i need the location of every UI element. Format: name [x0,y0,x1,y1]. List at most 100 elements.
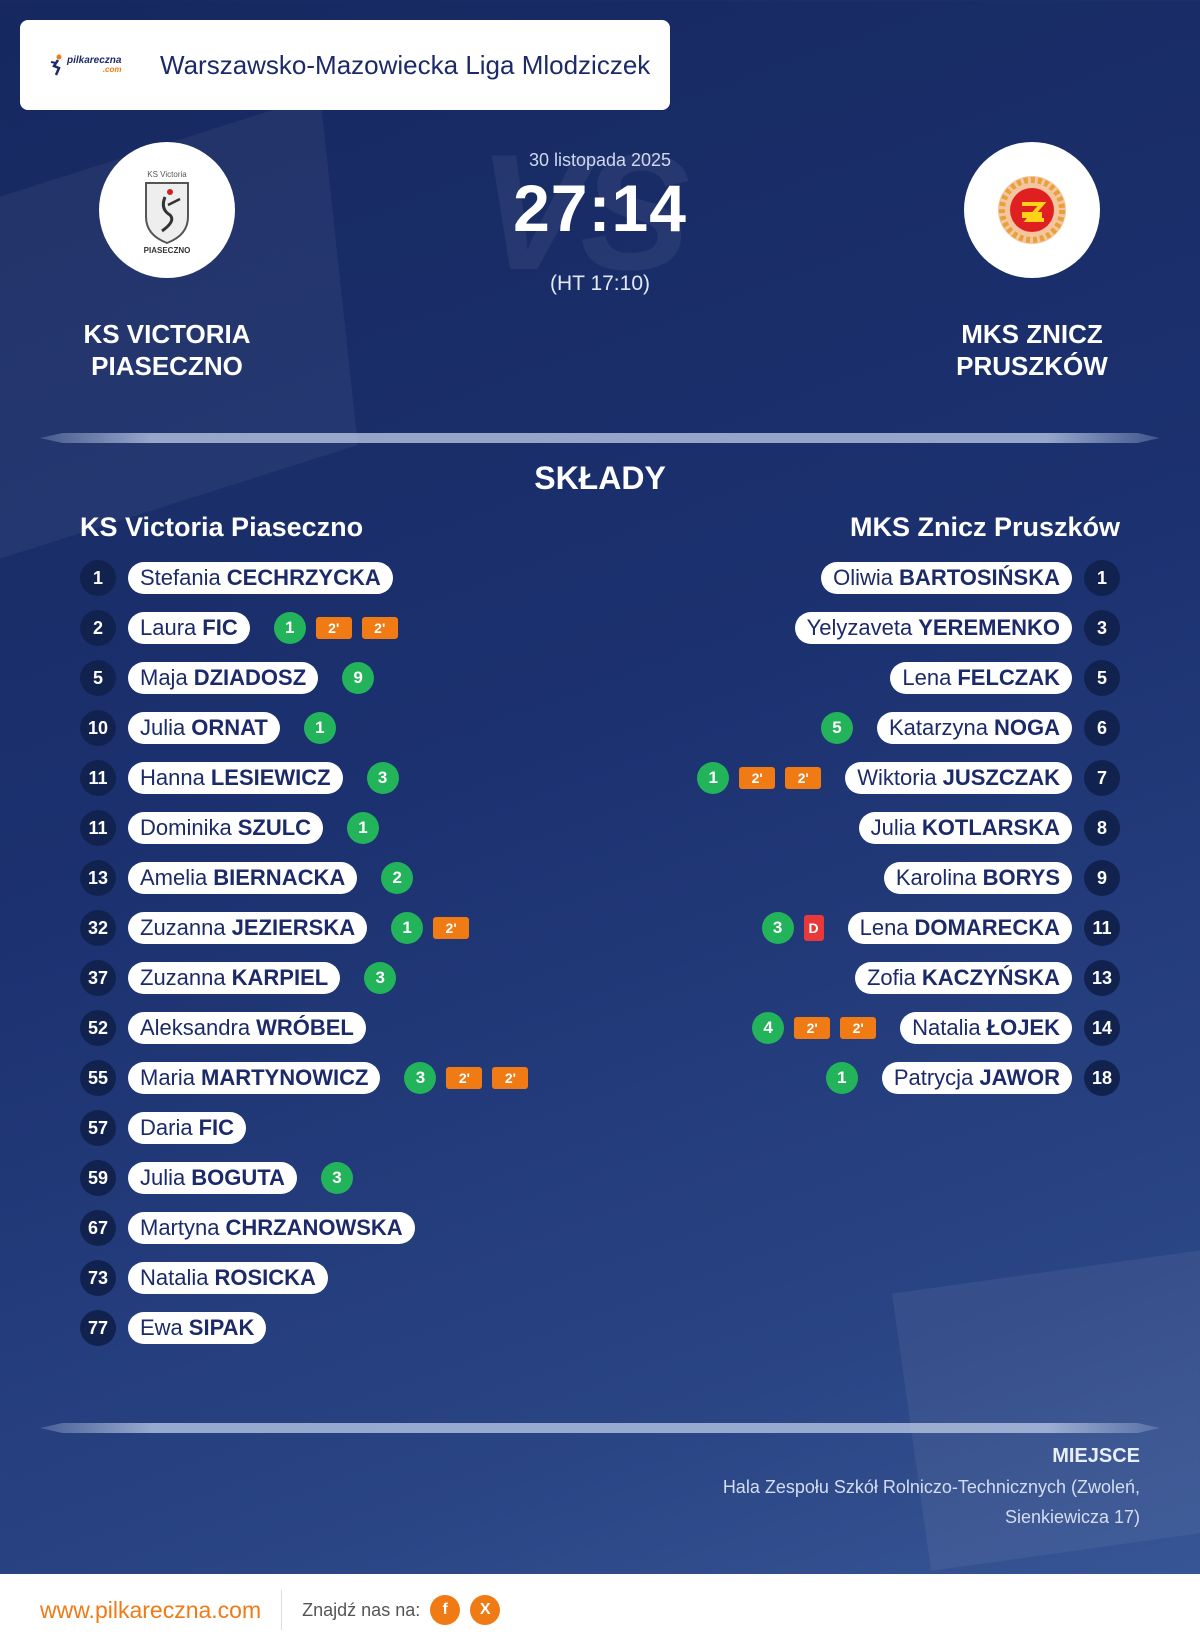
goals-badge: 2 [381,862,414,894]
player-row[interactable]: 8 Julia KOTLARSKA [858,810,1120,846]
player-name[interactable]: Daria FIC [128,1112,247,1144]
player-last-name: LESIEWICZ [210,765,331,790]
player-row[interactable]: 6 Katarzyna NOGA 5 [820,710,1120,746]
player-row[interactable]: 11 Hanna LESIEWICZ 3 [80,760,399,796]
player-row[interactable]: 13 Zofia KACZYŃSKA [854,960,1120,996]
player-events: 1 2' 2' [273,612,398,644]
znicz-crest-icon [998,176,1066,244]
player-row[interactable]: 11 Dominika SZULC 1 [80,810,380,846]
player-row[interactable]: 1 Stefania CECHRZYCKA [80,560,393,596]
player-events: 3 2' 2' [404,1062,529,1094]
player-name[interactable]: Patrycja JAWOR [881,1062,1072,1094]
player-number: 67 [80,1210,116,1246]
player-name[interactable]: Maja DZIADOSZ [128,662,319,694]
player-name[interactable]: Natalia ŁOJEK [900,1012,1072,1044]
player-name[interactable]: Yelyzaveta YEREMENKO [794,612,1072,644]
player-last-name: SZULC [237,815,312,840]
player-row[interactable]: 73 Natalia ROSICKA [80,1260,328,1296]
player-row[interactable]: 77 Ewa SIPAK [80,1310,267,1346]
player-row[interactable]: 9 Karolina BORYS [883,860,1120,896]
player-row[interactable]: 14 Natalia ŁOJEK 4 2' 2' [752,1010,1120,1046]
player-row[interactable]: 1 Oliwia BARTOSIŃSKA [821,560,1120,596]
player-name[interactable]: Julia ORNAT [128,712,280,744]
player-row[interactable]: 55 Maria MARTYNOWICZ 3 2' 2' [80,1060,529,1096]
player-last-name: FIC [202,615,238,640]
player-last-name: WRÓBEL [256,1015,354,1040]
player-name[interactable]: Oliwia BARTOSIŃSKA [821,562,1072,594]
match-date: 30 listopada 2025 [528,150,672,170]
player-row[interactable]: 11 Lena DOMARECKA 3 D [761,910,1120,946]
player-name[interactable]: Katarzyna NOGA [876,712,1072,744]
player-first-name: Hanna [140,765,205,790]
player-row[interactable]: 67 Martyna CHRZANOWSKA [80,1210,415,1246]
player-name[interactable]: Lena FELCZAK [890,662,1072,694]
player-last-name: DZIADOSZ [193,665,307,690]
player-name[interactable]: Ewa SIPAK [128,1312,267,1344]
player-name[interactable]: Hanna LESIEWICZ [128,762,343,794]
player-name[interactable]: Julia BOGUTA [128,1162,297,1194]
x-icon[interactable]: X [470,1595,501,1625]
player-row[interactable]: 3 Yelyzaveta YEREMENKO [794,610,1120,646]
player-last-name: CHRZANOWSKA [225,1215,403,1240]
player-name[interactable]: Julia KOTLARSKA [858,812,1072,844]
player-number: 6 [1084,710,1120,746]
player-number: 77 [80,1310,116,1346]
player-row[interactable]: 10 Julia ORNAT 1 [80,710,336,746]
player-last-name: MARTYNOWICZ [201,1065,369,1090]
venue-text: Hala Zespołu Szkół Rolniczo-Technicznych… [722,1477,1140,1527]
player-name[interactable]: Martyna CHRZANOWSKA [128,1212,415,1244]
player-name[interactable]: Natalia ROSICKA [128,1262,328,1294]
player-name[interactable]: Karolina BORYS [883,862,1072,894]
player-events: 1 [825,1062,858,1094]
player-number: 5 [1084,660,1120,696]
home-team-logo[interactable]: KS Victoria PIASECZNO [99,142,235,278]
player-row[interactable]: 2 Laura FIC 1 2' 2' [80,610,398,646]
player-name[interactable]: Zofia KACZYŃSKA [854,962,1072,994]
player-row[interactable]: 13 Amelia BIERNACKA 2 [80,860,414,896]
svg-text:KS Victoria: KS Victoria [147,170,187,179]
header-card: pilkareczna .com Warszawsko-Mazowiecka L… [20,20,670,110]
player-events: 2 [381,862,414,894]
player-row[interactable]: 59 Julia BOGUTA 3 [80,1160,353,1196]
suspension-badge: 2' [739,767,776,789]
player-name[interactable]: Laura FIC [128,612,250,644]
goals-badge: 3 [320,1162,353,1194]
player-name[interactable]: Stefania CECHRZYCKA [128,562,393,594]
player-first-name: Laura [140,615,197,640]
player-last-name: CECHRZYCKA [226,565,381,590]
player-first-name: Martyna [140,1215,220,1240]
player-row[interactable]: 5 Lena FELCZAK [890,660,1120,696]
player-first-name: Ewa [140,1315,183,1340]
site-link[interactable]: www.pilkareczna.com [40,1596,262,1623]
player-name[interactable]: Maria MARTYNOWICZ [128,1062,381,1094]
player-last-name: JAWOR [979,1065,1060,1090]
player-number: 3 [1084,610,1120,646]
facebook-icon[interactable]: f [430,1595,461,1625]
player-name[interactable]: Aleksandra WRÓBEL [128,1012,366,1044]
player-row[interactable]: 57 Daria FIC [80,1110,247,1146]
player-name[interactable]: Dominika SZULC [128,812,324,844]
player-row[interactable]: 18 Patrycja JAWOR 1 [825,1060,1120,1096]
player-first-name: Wiktoria [857,765,937,790]
player-row[interactable]: 52 Aleksandra WRÓBEL [80,1010,366,1046]
player-row[interactable]: 5 Maja DZIADOSZ 9 [80,660,375,696]
player-events: 4 2' 2' [752,1012,877,1044]
player-first-name: Lena [859,915,909,940]
player-name[interactable]: Amelia BIERNACKA [128,862,358,894]
red-card-badge: D [803,915,824,941]
player-last-name: BARTOSIŃSKA [899,565,1060,590]
player-row[interactable]: 32 Zuzanna JEZIERSKA 1 2' [80,910,470,946]
brand-logo[interactable]: pilkareczna .com [50,54,130,76]
player-row[interactable]: 7 Wiktoria JUSZCZAK 1 2' 2' [697,760,1120,796]
player-name[interactable]: Lena DOMARECKA [847,912,1072,944]
player-number: 13 [80,860,116,896]
player-name[interactable]: Zuzanna KARPIEL [128,962,341,994]
player-row[interactable]: 37 Zuzanna KARPIEL 3 [80,960,397,996]
suspension-badge: 2' [433,917,470,939]
player-number: 37 [80,960,116,996]
player-first-name: Zuzanna [140,915,226,940]
player-name[interactable]: Wiktoria JUSZCZAK [845,762,1072,794]
away-team-logo[interactable] [964,142,1100,278]
player-name[interactable]: Zuzanna JEZIERSKA [128,912,368,944]
footer: www.pilkareczna.com Znajdź nas na: f X [0,1574,1200,1646]
